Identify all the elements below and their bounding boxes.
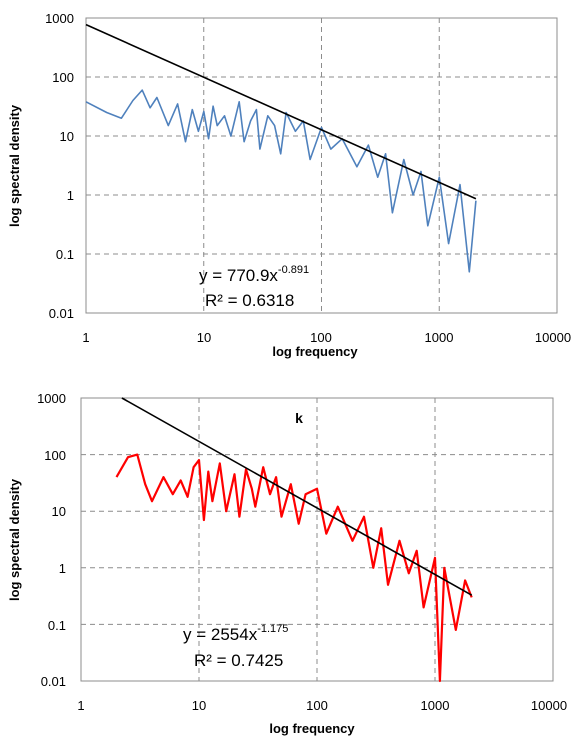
chart-panel-1: 0.01 0.1 1 10 100 1000 1 10 100 1000 100… [7, 11, 571, 359]
y-tick-label: 1000 [45, 11, 74, 26]
spectral-density-line [85, 89, 477, 273]
x-tick-label: 100 [310, 330, 332, 345]
trendline-equation-base: y = 770.9x [199, 266, 278, 285]
y-axis-label: log spectral density [7, 104, 22, 227]
x-tick-label: 100 [306, 698, 328, 713]
y-axis-label: log spectral density [7, 478, 22, 601]
trendline-equation: y = 770.9x-0.891 [199, 264, 309, 285]
grid-lines [86, 18, 557, 313]
y-tick-label: 1 [67, 188, 74, 203]
trendline-equation-base: y = 2554x [183, 625, 258, 644]
x-tick-label: 1 [82, 330, 89, 345]
y-tick-label: 0.01 [49, 306, 74, 321]
chart-panel-2: 0.01 0.1 1 10 100 1000 1 10 100 1000 100… [7, 391, 567, 736]
y-tick-label: 0.1 [56, 247, 74, 262]
y-tick-labels: 0.01 0.1 1 10 100 1000 [45, 11, 74, 321]
y-tick-label: 100 [52, 70, 74, 85]
y-tick-labels: 0.01 0.1 1 10 100 1000 [37, 391, 66, 689]
y-tick-label: 10 [52, 504, 66, 519]
x-tick-labels: 1 10 100 1000 10000 [77, 698, 567, 713]
trendline [85, 23, 477, 200]
y-tick-label: 100 [44, 448, 66, 463]
r-squared-label: R² = 0.7425 [194, 651, 283, 670]
trendline-exponent: -0.891 [278, 264, 309, 276]
x-tick-labels: 1 10 100 1000 10000 [82, 330, 571, 345]
spectral-density-line [115, 453, 473, 683]
x-axis-label: log frequency [269, 721, 355, 736]
trendline [121, 397, 473, 596]
data-series [85, 89, 477, 273]
power-trendline [85, 23, 477, 200]
x-tick-label: 10000 [531, 698, 567, 713]
power-trendline [121, 397, 473, 596]
data-series [115, 453, 473, 683]
y-tick-label: 10 [60, 129, 74, 144]
y-tick-label: 1000 [37, 391, 66, 406]
y-tick-label: 0.01 [41, 674, 66, 689]
chart-title: k [295, 410, 303, 426]
y-tick-label: 0.1 [48, 618, 66, 633]
x-tick-label: 1000 [425, 330, 454, 345]
x-tick-label: 10 [192, 698, 206, 713]
x-tick-label: 1 [77, 698, 84, 713]
trendline-equation: y = 2554x-1.175 [183, 623, 288, 644]
x-axis-label: log frequency [272, 344, 358, 359]
trendline-exponent: -1.175 [257, 623, 288, 635]
x-tick-label: 10000 [535, 330, 571, 345]
plot-area-border [85, 17, 558, 314]
x-tick-label: 10 [197, 330, 211, 345]
plot-area-border [80, 397, 554, 682]
x-tick-label: 1000 [421, 698, 450, 713]
grid-lines [81, 398, 553, 681]
r-squared-label: R² = 0.6318 [205, 291, 294, 310]
y-tick-label: 1 [59, 561, 66, 576]
